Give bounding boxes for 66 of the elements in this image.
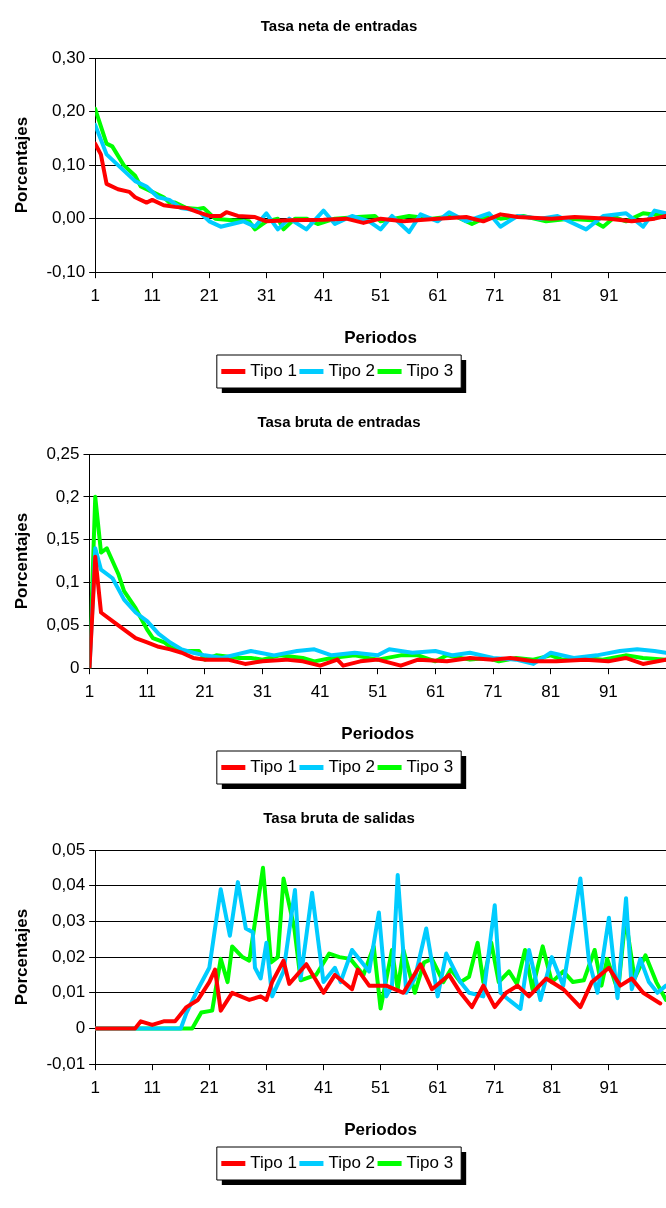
- x-tick-label: 21: [195, 682, 215, 702]
- y-tick-label: 0,30: [52, 47, 86, 67]
- y-tick-label: 0: [75, 1018, 86, 1038]
- x-tick-label: 41: [310, 682, 330, 702]
- y-tick-label: 0,20: [52, 101, 86, 121]
- y-tick-label: 0,05: [52, 839, 86, 859]
- x-axis-title: Periodos: [341, 724, 415, 744]
- x-tick-label: 71: [485, 286, 505, 306]
- x-tick-label: 21: [199, 286, 219, 306]
- x-tick-label: 71: [483, 682, 503, 702]
- y-tick-label: 0,10: [52, 154, 86, 174]
- y-axis-title: Porcentajes: [11, 116, 31, 214]
- x-tick-label: 61: [425, 682, 445, 702]
- x-axis-title: Periodos: [344, 328, 417, 348]
- y-tick-label: 0,03: [52, 911, 86, 931]
- y-tick-label: 0: [70, 657, 80, 677]
- x-tick-label: 11: [138, 682, 156, 702]
- y-axis-title: Porcentajes: [11, 908, 31, 1006]
- x-tick-label: 51: [371, 1078, 391, 1098]
- y-tick-label: 0,15: [46, 529, 80, 549]
- x-tick-label: 31: [256, 286, 276, 306]
- legend-label: Tipo 3: [406, 1153, 454, 1173]
- x-tick-label: 81: [542, 286, 562, 306]
- chart-title: Tasa neta de entradas: [260, 17, 418, 35]
- legend-label: Tipo 2: [328, 361, 376, 381]
- legend-label: Tipo 2: [328, 1153, 376, 1173]
- legend-label: Tipo 3: [406, 361, 454, 381]
- x-tick-label: 11: [143, 286, 162, 306]
- y-tick-label: -0,10: [46, 261, 86, 281]
- x-tick-label: 81: [541, 682, 561, 702]
- y-tick-label: 0,1: [55, 572, 80, 592]
- x-tick-label: 71: [485, 1078, 505, 1098]
- x-tick-label: 21: [199, 1078, 219, 1098]
- x-axis-title: Periodos: [344, 1120, 417, 1140]
- legend-label: Tipo 1: [250, 361, 297, 381]
- y-tick-label: 0,04: [52, 875, 86, 895]
- x-tick-label: 1: [90, 286, 100, 306]
- chart-title: Tasa bruta de salidas: [263, 809, 415, 827]
- y-tick-label: 0,00: [52, 208, 86, 228]
- legend-label: Tipo 1: [250, 757, 297, 777]
- x-tick-label: 11: [143, 1078, 162, 1098]
- y-tick-label: 0,05: [46, 615, 80, 635]
- x-tick-label: 91: [599, 1078, 619, 1098]
- y-axis-title: Porcentajes: [11, 512, 31, 610]
- x-tick-label: 51: [371, 286, 391, 306]
- chart-title: Tasa bruta de entradas: [257, 413, 421, 431]
- legend-label: Tipo 2: [328, 757, 376, 777]
- x-tick-label: 51: [368, 682, 388, 702]
- y-tick-label: 0,01: [52, 982, 86, 1002]
- x-tick-label: 91: [599, 286, 619, 306]
- x-tick-label: 41: [314, 286, 333, 306]
- x-tick-label: 31: [252, 682, 272, 702]
- x-tick-label: 61: [428, 1078, 448, 1098]
- x-tick-label: 61: [428, 286, 448, 306]
- x-tick-label: 91: [598, 682, 618, 702]
- legend-label: Tipo 3: [406, 757, 454, 777]
- y-tick-label: 0,25: [46, 443, 80, 463]
- x-tick-label: 1: [84, 682, 95, 702]
- y-tick-label: -0,01: [46, 1053, 86, 1073]
- x-tick-label: 31: [256, 1078, 276, 1098]
- y-tick-label: 0,02: [52, 946, 86, 966]
- x-tick-label: 1: [90, 1078, 100, 1098]
- legend-label: Tipo 1: [250, 1153, 297, 1173]
- y-tick-label: 0,2: [55, 486, 80, 506]
- x-tick-label: 81: [542, 1078, 562, 1098]
- x-tick-label: 41: [314, 1078, 333, 1098]
